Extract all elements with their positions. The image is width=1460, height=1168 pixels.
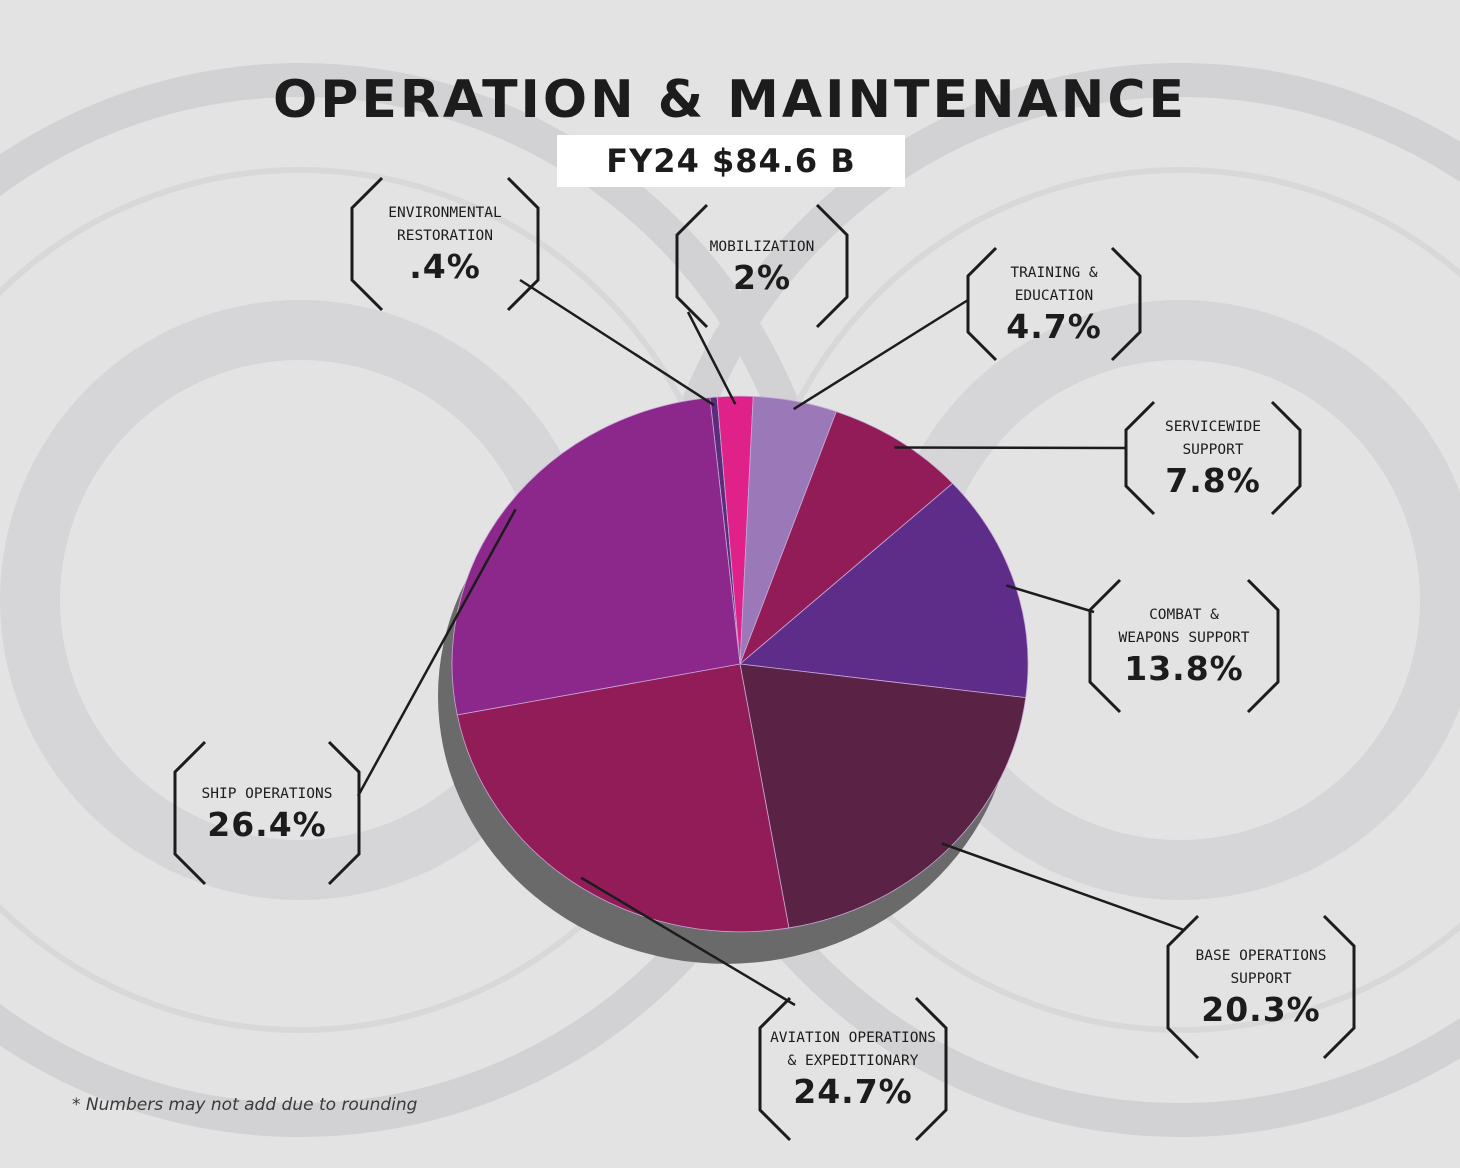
slice-value-label: 26.4% bbox=[207, 804, 327, 844]
slice-label: RESTORATION bbox=[396, 228, 494, 244]
callout-bracket-right bbox=[327, 740, 361, 886]
slice-value-label: 13.8% bbox=[1124, 649, 1244, 688]
leader-line bbox=[686, 311, 737, 405]
slice-label: WEAPONS SUPPORT bbox=[1118, 630, 1250, 646]
slice-label: BASE OPERATIONS bbox=[1195, 948, 1327, 964]
leader-line bbox=[580, 876, 796, 1007]
leader-line bbox=[519, 278, 715, 407]
slice-label: ENVIRONMENTAL bbox=[388, 205, 502, 221]
callout-bracket-left bbox=[173, 740, 207, 886]
pie-slice bbox=[739, 663, 1027, 929]
callout-bracket-left bbox=[675, 203, 709, 329]
slice-value-label: 4.7% bbox=[1006, 307, 1102, 346]
pie-slice bbox=[451, 397, 741, 716]
slice-label: MOBILIZATION bbox=[709, 238, 815, 255]
slice-label: SUPPORT bbox=[1230, 971, 1292, 987]
slice-callout: BASE OPERATIONS SUPPORT 20.3% bbox=[1168, 945, 1354, 1029]
callout-bracket-right bbox=[1322, 914, 1356, 1060]
slice-callout: AVIATION OPERATIONS & EXPEDITIONARY 24.7% bbox=[760, 1027, 946, 1111]
leader-line bbox=[356, 508, 517, 797]
callout-bracket-right bbox=[506, 176, 540, 312]
callout-bracket-left bbox=[350, 176, 384, 312]
callout-bracket-right bbox=[1246, 578, 1280, 714]
callout-bracket-right bbox=[1110, 246, 1142, 362]
slice-callout: MOBILIZATION 2% bbox=[677, 236, 847, 297]
callout-bracket-left bbox=[1166, 914, 1200, 1060]
pie-slices bbox=[451, 395, 1029, 933]
pie-slice bbox=[739, 411, 954, 665]
callout-bracket-right bbox=[1270, 400, 1302, 516]
slice-value-label: .4% bbox=[409, 247, 481, 286]
slice-value-label: 7.8% bbox=[1165, 461, 1261, 500]
slice-value-label: 24.7% bbox=[793, 1072, 913, 1111]
slice-callout: SERVICEWIDE SUPPORT 7.8% bbox=[1126, 416, 1300, 500]
slice-label: SHIP OPERATIONS bbox=[201, 785, 333, 802]
callout-bracket-left bbox=[1124, 400, 1156, 516]
slice-label: TRAINING & bbox=[1010, 265, 1098, 281]
slice-callout: SHIP OPERATIONS 26.4% bbox=[175, 783, 359, 844]
slice-label: COMBAT & bbox=[1149, 607, 1219, 623]
callout-bracket-left bbox=[758, 996, 792, 1142]
leader-lines bbox=[356, 278, 1185, 1007]
leader-line bbox=[1005, 584, 1095, 614]
callout-brackets bbox=[173, 176, 1356, 1142]
callout-bracket-left bbox=[966, 246, 998, 362]
leader-line bbox=[793, 298, 969, 411]
slice-label: & EXPEDITIONARY bbox=[787, 1053, 919, 1069]
slice-value-label: 2% bbox=[732, 257, 792, 297]
slice-label: AVIATION OPERATIONS bbox=[770, 1030, 936, 1046]
callout-bracket-right bbox=[914, 996, 948, 1142]
pie-slice bbox=[739, 482, 1029, 699]
slice-label: SUPPORT bbox=[1182, 442, 1244, 458]
callout-bracket-right bbox=[815, 203, 849, 329]
chart-subtitle: FY24 $84.6 B bbox=[557, 135, 905, 187]
leader-line bbox=[941, 842, 1185, 932]
callout-bracket-left bbox=[1088, 578, 1122, 714]
slice-label: EDUCATION bbox=[1014, 288, 1094, 304]
pie-slice bbox=[456, 663, 790, 933]
slice-callout: COMBAT & WEAPONS SUPPORT 13.8% bbox=[1090, 604, 1278, 688]
slice-callout: ENVIRONMENTAL RESTORATION .4% bbox=[352, 202, 538, 286]
footnote: * Numbers may not add due to rounding bbox=[72, 1095, 418, 1115]
slice-callout: TRAINING & EDUCATION 4.7% bbox=[968, 262, 1140, 346]
chart-title: OPERATION & MAINTENANCE bbox=[273, 70, 1187, 130]
slice-label: SERVICEWIDE bbox=[1164, 419, 1262, 435]
slice-value-label: 20.3% bbox=[1201, 990, 1321, 1029]
